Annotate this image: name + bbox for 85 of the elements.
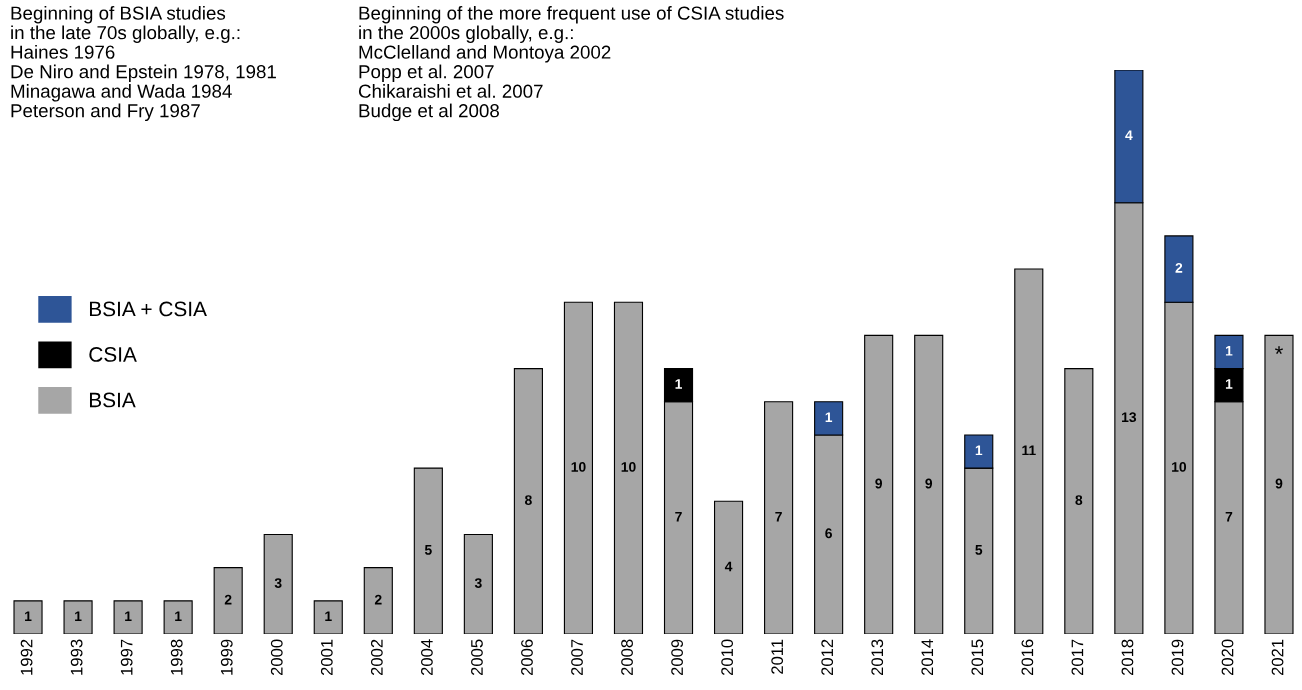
x-tick-label: 1997: [120, 639, 133, 675]
data-label: 5: [975, 545, 983, 555]
data-label: 10: [1172, 462, 1187, 472]
bar: [764, 401, 794, 634]
bar: [313, 600, 343, 634]
data-label: 2: [224, 594, 232, 605]
bar: [13, 600, 43, 634]
x-tick-label: 2015: [971, 639, 984, 676]
bar: [463, 533, 493, 634]
x-tick-label: 1993: [70, 639, 83, 675]
x-tick-label: 2018: [1121, 639, 1134, 676]
bar: [363, 567, 393, 634]
x-tick-label: 2009: [671, 639, 683, 676]
x-tick-label: 2013: [871, 639, 884, 676]
data-label: 1: [825, 412, 833, 422]
bar: [1014, 268, 1044, 634]
data-label: 7: [675, 511, 682, 522]
x-tick-label: 1998: [170, 639, 183, 675]
annotation: Beginning of the more frequent use of CSIA studies in the 2000s globally, e.g.: McClelland and Montoya 2002 Popp et al. 2007 Chikaraishi et al. 2007 Budge et al 2008: [358, 6, 784, 122]
x-tick-label: 2011: [771, 639, 784, 674]
data-label: 9: [1275, 478, 1283, 489]
data-label: 7: [775, 511, 782, 522]
data-label: 4: [724, 561, 733, 572]
x-tick-label: 2007: [571, 639, 583, 676]
x-tick-label: 2017: [1071, 639, 1084, 676]
bar: [914, 334, 944, 634]
x-tick-label: 2006: [521, 639, 533, 676]
x-tick-label: 2001: [320, 639, 333, 676]
data-label: 3: [274, 578, 282, 588]
legend-label: CSIA: [89, 347, 137, 362]
data-label: 1: [75, 611, 82, 621]
x-tick-label: 1992: [20, 639, 33, 675]
data-label: 6: [825, 528, 832, 539]
x-tick-label: 2020: [1221, 639, 1234, 676]
data-label: 1: [1225, 379, 1233, 389]
data-label: 8: [524, 495, 532, 506]
data-label: 7: [1225, 511, 1233, 522]
bar: [513, 368, 543, 634]
x-tick-label: 2016: [1021, 639, 1034, 676]
x-tick-label: 2005: [471, 639, 483, 676]
legend-label: BSIA: [89, 392, 136, 408]
data-label: 10: [571, 462, 586, 472]
bar: [1064, 368, 1094, 634]
x-tick-label: 2021: [1271, 639, 1284, 676]
data-label: 1: [675, 379, 682, 389]
data-label: 1: [1225, 346, 1233, 356]
data-label: 9: [875, 478, 883, 489]
data-label: 9: [925, 478, 933, 489]
bar: [163, 600, 193, 634]
bar: [1264, 334, 1294, 634]
x-tick-label: 2004: [421, 639, 433, 676]
bar: [213, 567, 243, 634]
data-label: 1: [975, 445, 983, 456]
x-tick-label: 2014: [921, 639, 934, 676]
x-tick-label: 1999: [220, 639, 233, 675]
data-label: 1: [175, 611, 182, 621]
bar: [63, 600, 93, 634]
legend-label: BSIA + CSIA: [89, 301, 207, 317]
x-tick-label: 2012: [821, 639, 834, 676]
data-label: 8: [1075, 495, 1083, 506]
x-tick-label: 2019: [1171, 639, 1184, 676]
x-tick-label: 2010: [721, 639, 734, 676]
data-label: 13: [1122, 412, 1137, 423]
data-label: 3: [474, 578, 482, 588]
x-tick-label: 2000: [270, 639, 283, 676]
bar: [113, 600, 143, 634]
annotation: Beginning of BSIA studies in the late 70s globally, e.g.: Haines 1976 De Niro and Epstein 1978, 1981 Minagawa and Wada 1984 Peterson and Fry 1987: [11, 6, 276, 122]
bar: [263, 533, 293, 634]
annotation: *: [1275, 346, 1283, 354]
data-label: 2: [374, 594, 382, 605]
bar: [613, 301, 644, 634]
bar: [713, 500, 744, 634]
x-tick-label: 2002: [370, 639, 383, 676]
data-label: 10: [621, 462, 636, 472]
data-label: 1: [125, 611, 132, 621]
data-label: 1: [325, 611, 332, 621]
data-label: 4: [1125, 130, 1133, 140]
bar: [864, 334, 894, 634]
data-label: 2: [1175, 262, 1183, 273]
bar: [563, 301, 594, 634]
data-label: 5: [424, 545, 432, 555]
data-label: 11: [1022, 445, 1036, 456]
bar: [413, 467, 443, 634]
data-label: 1: [25, 611, 32, 621]
x-tick-label: 2008: [621, 639, 633, 676]
